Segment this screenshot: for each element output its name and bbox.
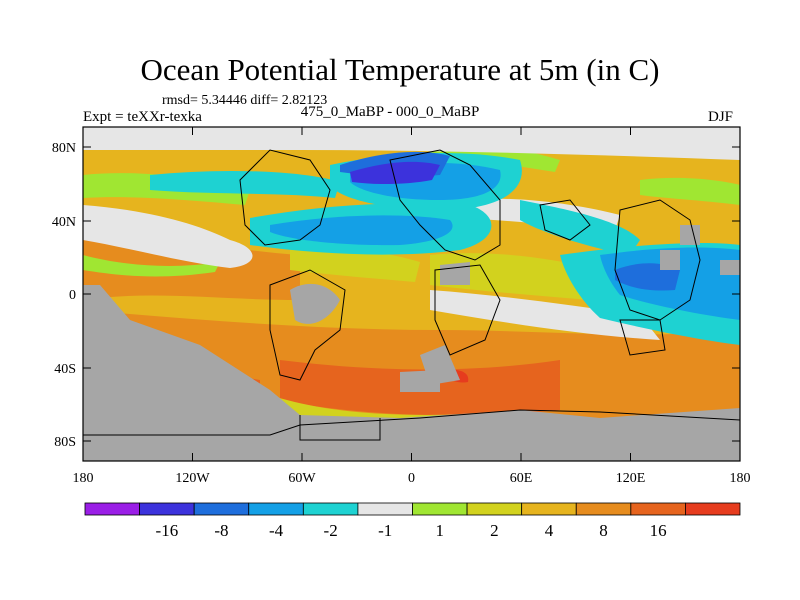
land-mass xyxy=(660,250,680,270)
colorbar xyxy=(84,502,741,516)
y-tick-label: 80S xyxy=(54,435,76,450)
land-mass xyxy=(83,285,740,461)
cool-region xyxy=(270,215,453,246)
land-mass xyxy=(720,260,740,275)
x-tick-label: 180 xyxy=(73,471,94,486)
colorbar-label: -1 xyxy=(378,521,392,540)
colorbar-swatch xyxy=(575,502,632,516)
colorbar-label: 16 xyxy=(650,521,667,540)
colorbar-swatch xyxy=(412,502,468,516)
colorbar-swatch xyxy=(84,502,140,516)
cold-region xyxy=(615,263,680,291)
near-zero-region xyxy=(83,205,253,268)
slight-cool-region xyxy=(520,200,640,255)
colorbar-label: 4 xyxy=(545,521,554,540)
slight-warm-region xyxy=(640,177,740,205)
land-mass xyxy=(290,283,340,324)
map-plot-area xyxy=(83,127,740,461)
mild-warm-region xyxy=(430,253,600,300)
near-zero-region xyxy=(430,290,660,340)
colorbar-label: 2 xyxy=(490,521,499,540)
x-tick-label: 180 xyxy=(730,471,751,486)
y-tick-label: 0 xyxy=(69,288,76,303)
colorbar-label: -8 xyxy=(214,521,228,540)
slight-cool-region xyxy=(150,170,340,198)
colorbar-swatch xyxy=(302,502,359,516)
land-mass xyxy=(440,262,470,285)
colorbar-label: -4 xyxy=(269,521,284,540)
y-tick-label: 40N xyxy=(52,215,76,230)
x-tick-label: 120E xyxy=(616,471,646,486)
y-tick-label: 40S xyxy=(54,362,76,377)
stats-label: rmsd= 5.34446 diff= 2.82123 xyxy=(162,93,328,108)
colorbar-swatch xyxy=(139,502,195,516)
colorbar-swatch xyxy=(521,502,577,516)
colorbar-swatch xyxy=(193,502,250,516)
slight-warm-region xyxy=(83,255,220,277)
colorbar-labels: -16 -8 -4 -2 -1 1 2 4 8 16 xyxy=(156,521,667,540)
colorbar-swatch xyxy=(466,502,523,516)
land-mass xyxy=(680,225,700,245)
x-tick-label: 60E xyxy=(510,471,533,486)
near-zero-region xyxy=(83,127,740,160)
tick-marks xyxy=(82,127,741,461)
y-tick-label: 80N xyxy=(52,141,76,156)
mild-warm-region xyxy=(290,248,420,282)
colorbar-swatch xyxy=(357,502,413,516)
land-mass xyxy=(400,370,440,392)
colorbar-label: 8 xyxy=(599,521,608,540)
coldest-region xyxy=(350,161,440,185)
colorbar-label: -2 xyxy=(324,521,338,540)
map-title: Ocean Potential Temperature at 5m (in C) xyxy=(140,52,660,87)
experiment-label: Expt = teXXr-texka xyxy=(83,109,202,125)
colorbar-swatch xyxy=(630,502,686,516)
comparison-label: 475_0_MaBP - 000_0_MaBP xyxy=(300,104,480,120)
x-tick-label: 0 xyxy=(408,471,415,486)
colorbar-label: -16 xyxy=(156,521,179,540)
season-label: DJF xyxy=(708,109,734,125)
colorbar-label: 1 xyxy=(436,521,445,540)
x-tick-label: 60W xyxy=(288,471,316,486)
colorbar-swatch xyxy=(248,502,304,516)
continent-outlines xyxy=(83,149,740,441)
x-tick-label: 120W xyxy=(175,471,210,486)
colorbar-swatch xyxy=(685,502,741,516)
